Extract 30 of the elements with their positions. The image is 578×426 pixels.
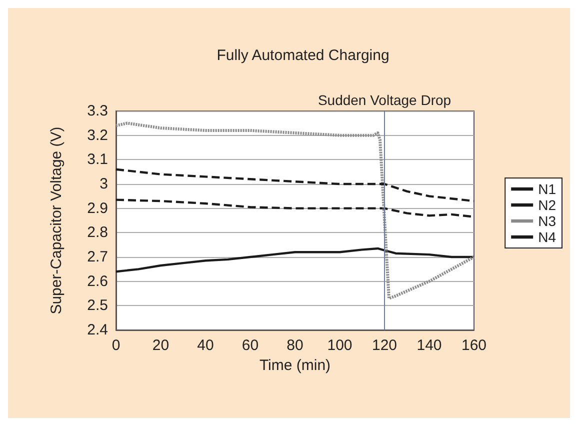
y-tick-label: 2.4: [87, 322, 108, 338]
legend-label: N1: [538, 181, 556, 197]
x-tick-label: 120: [372, 337, 398, 354]
y-tick-label: 2.5: [87, 297, 108, 314]
y-tick-label: 3.2: [87, 126, 108, 144]
y-tick-label: 2.6: [87, 272, 108, 290]
y-tick-label: 3: [100, 176, 108, 192]
legend-label: N4: [538, 229, 556, 245]
x-tick-label: 60: [242, 337, 259, 354]
y-tick-label: 3.3: [87, 102, 108, 120]
x-tick-label: 20: [152, 337, 170, 354]
line-series: [114, 122, 476, 300]
x-tick-label: 100: [327, 337, 352, 354]
x-tick-label: 160: [461, 337, 487, 354]
x-tick-label: 40: [197, 337, 214, 354]
line-series: [114, 168, 476, 202]
chart-title: Fully Automated Charging: [216, 47, 390, 64]
legend-label: N3: [538, 213, 556, 229]
y-tick-label: 2.7: [87, 248, 108, 266]
x-axis-title: Time (min): [259, 356, 331, 374]
x-tick-label: 0: [112, 337, 120, 354]
ref-line-label: Sudden Voltage Drop: [318, 92, 452, 108]
line-series: [114, 247, 476, 273]
y-tick-label: 3.1: [87, 151, 108, 168]
x-tick-label: 80: [286, 337, 304, 354]
y-axis-title: Super-Capacitor Voltage (V): [48, 126, 65, 314]
y-tick-label: 2.8: [87, 224, 108, 242]
x-tick-label: 140: [416, 337, 442, 354]
y-tick-label: 2.9: [87, 200, 108, 217]
legend-label: N2: [538, 197, 556, 213]
